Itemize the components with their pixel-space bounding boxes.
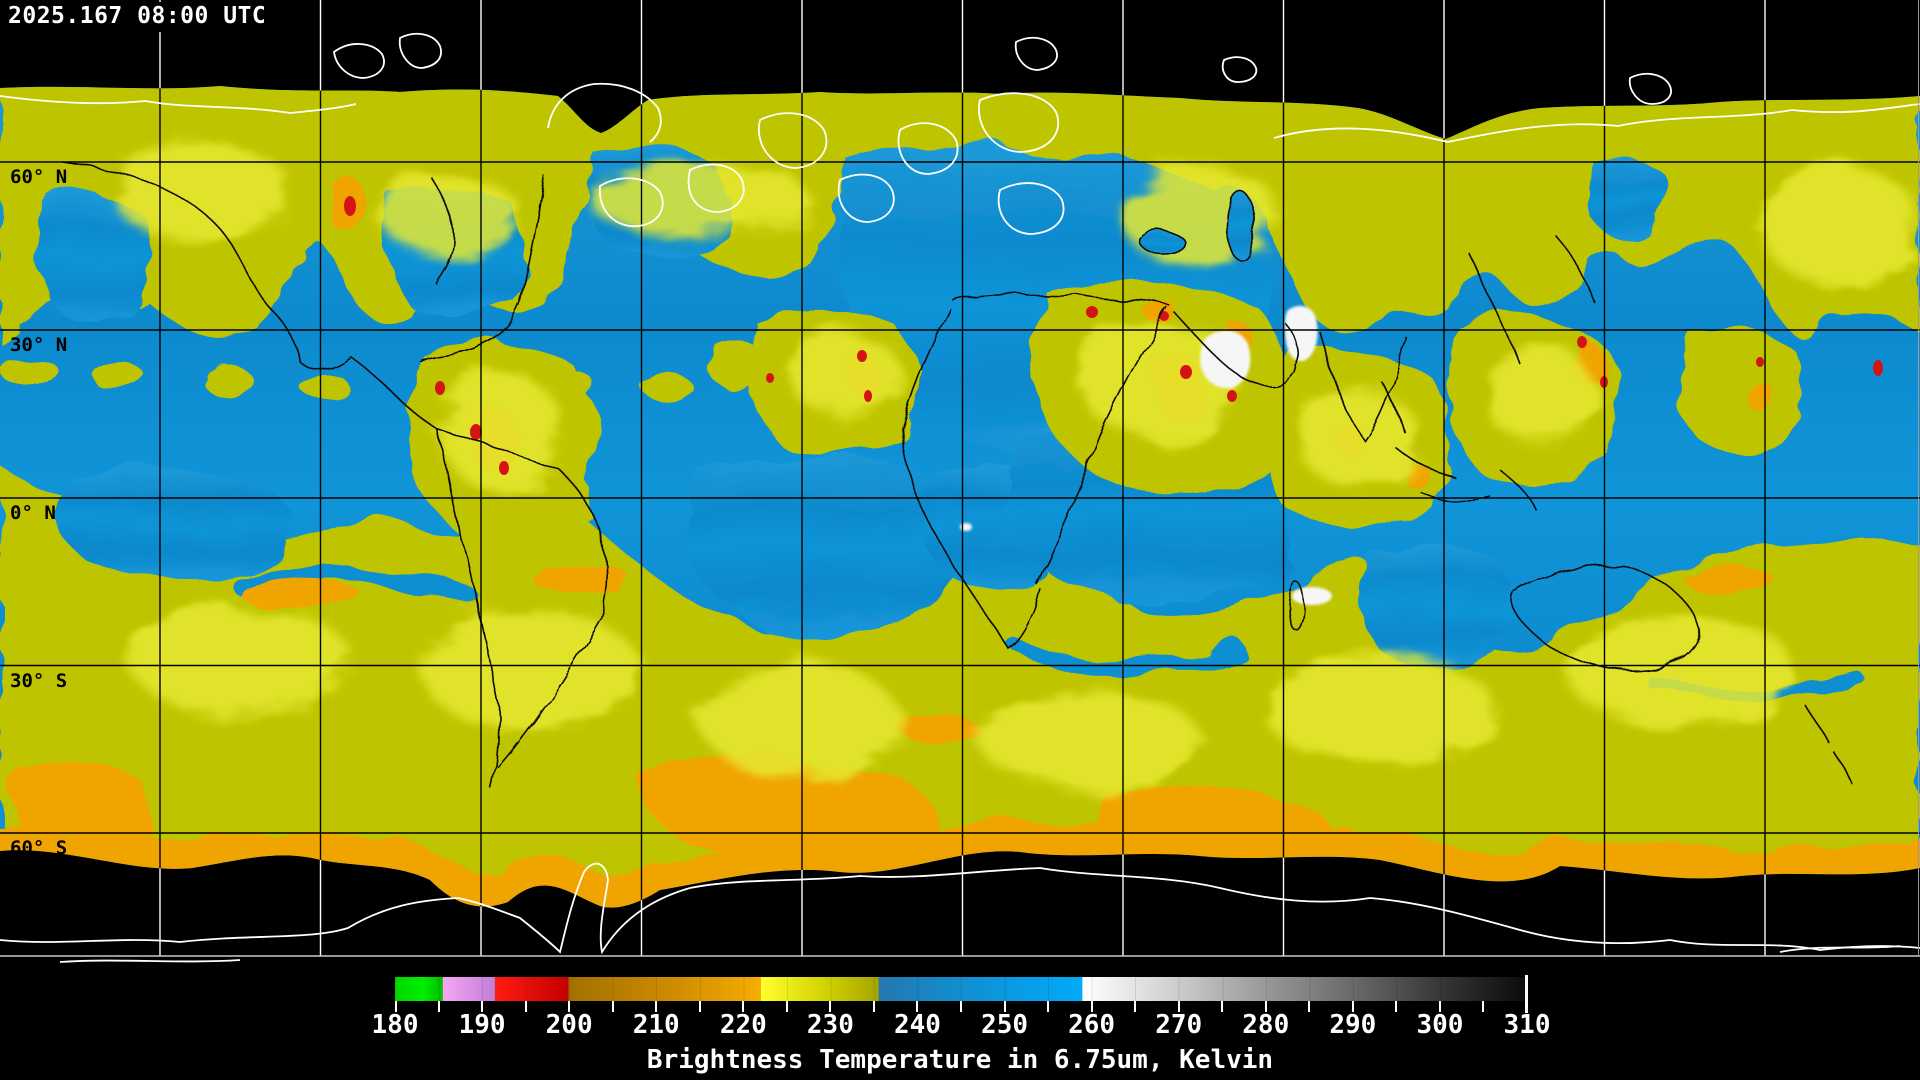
colorbar-tick: [1134, 1001, 1137, 1012]
latitude-label: 60° N: [10, 166, 68, 188]
colorbar-tick: [960, 1001, 962, 1012]
colorbar-tick-label: 270: [1155, 1010, 1203, 1040]
colorbar-tick: [568, 1001, 571, 1012]
latitude-label: 0° N: [10, 502, 56, 524]
coldest-cloud-spots: [344, 196, 1883, 475]
colorbar-tick: [1308, 1001, 1311, 1012]
graticule-over-data: [0, 0, 1920, 956]
colorbar-tick-label: 240: [893, 1010, 941, 1040]
cloud-layer: [0, 86, 1920, 908]
warm-surface-patches: [960, 305, 1332, 605]
latitude-label: 30° N: [10, 334, 68, 356]
colorbar-tick: [1438, 1001, 1441, 1012]
timestamp: 2025.167 08:00 UTC: [6, 2, 277, 32]
colorbar-tick-label: 280: [1242, 1010, 1290, 1040]
colorbar-tick: [611, 1001, 614, 1012]
colorbar-tick: [1264, 1001, 1267, 1012]
colorbar-tick: [785, 1001, 788, 1012]
colorbar-tick: [1177, 1001, 1180, 1012]
colorbar-tick: [1482, 1001, 1485, 1012]
colorbar-tick-label: 210: [632, 1010, 680, 1040]
colorbar-gradient-bar: [395, 977, 1527, 1001]
data-band: [0, 86, 1920, 908]
colorbar-tick: [872, 1001, 875, 1012]
colorbar-tick-label: 220: [719, 1010, 767, 1040]
colorbar-tick: [1003, 1001, 1006, 1012]
colorbar-tick-label: 310: [1503, 1010, 1551, 1040]
colorbar-tick-label: 190: [458, 1010, 506, 1040]
colorbar-tick: [395, 1001, 397, 1012]
colorbar-tick: [742, 1001, 745, 1012]
coastlines-over-void: [0, 32, 1920, 963]
colorbar-tick: [1090, 1001, 1093, 1012]
colorbar-tick: [1351, 1001, 1354, 1012]
colorbar-tick-label: 250: [981, 1010, 1029, 1040]
colorbar-tick-label: 300: [1416, 1010, 1464, 1040]
colorbar-tick: [698, 1001, 701, 1012]
bright-cloud-highlights: [110, 142, 1920, 790]
colorbar-tick: [524, 1001, 527, 1012]
colorbar-end-cap: [1525, 975, 1528, 1013]
coastlines-over-data: [61, 161, 1853, 791]
colorbar-tick-label: 230: [806, 1010, 854, 1040]
colorbar-tick: [655, 1001, 658, 1012]
colorbar-tick-label: 200: [545, 1010, 593, 1040]
colorbar-tick: [916, 1001, 919, 1012]
colorbar: 180 190 200 210 220 230 240 250 260 270 280 290 300 3…: [372, 975, 1550, 1040]
colorbar-tick: [1221, 1001, 1224, 1012]
colorbar-tick: [1047, 1001, 1050, 1012]
colorbar-tick: [829, 1001, 832, 1012]
colorbar-tick-label: 260: [1068, 1010, 1116, 1040]
colorbar-tick: [1395, 1001, 1398, 1012]
latitude-label: 60° S: [10, 837, 68, 859]
colorbar-tick-label: 180: [371, 1010, 419, 1040]
colorbar-tick-label: 290: [1329, 1010, 1377, 1040]
latitude-label: 30° S: [10, 670, 68, 692]
colorbar-tick: [437, 1001, 440, 1012]
colorbar-caption: Brightness Temperature in 6.75um, Kelvin: [646, 1045, 1274, 1075]
colorbar-tick: [481, 1001, 484, 1012]
